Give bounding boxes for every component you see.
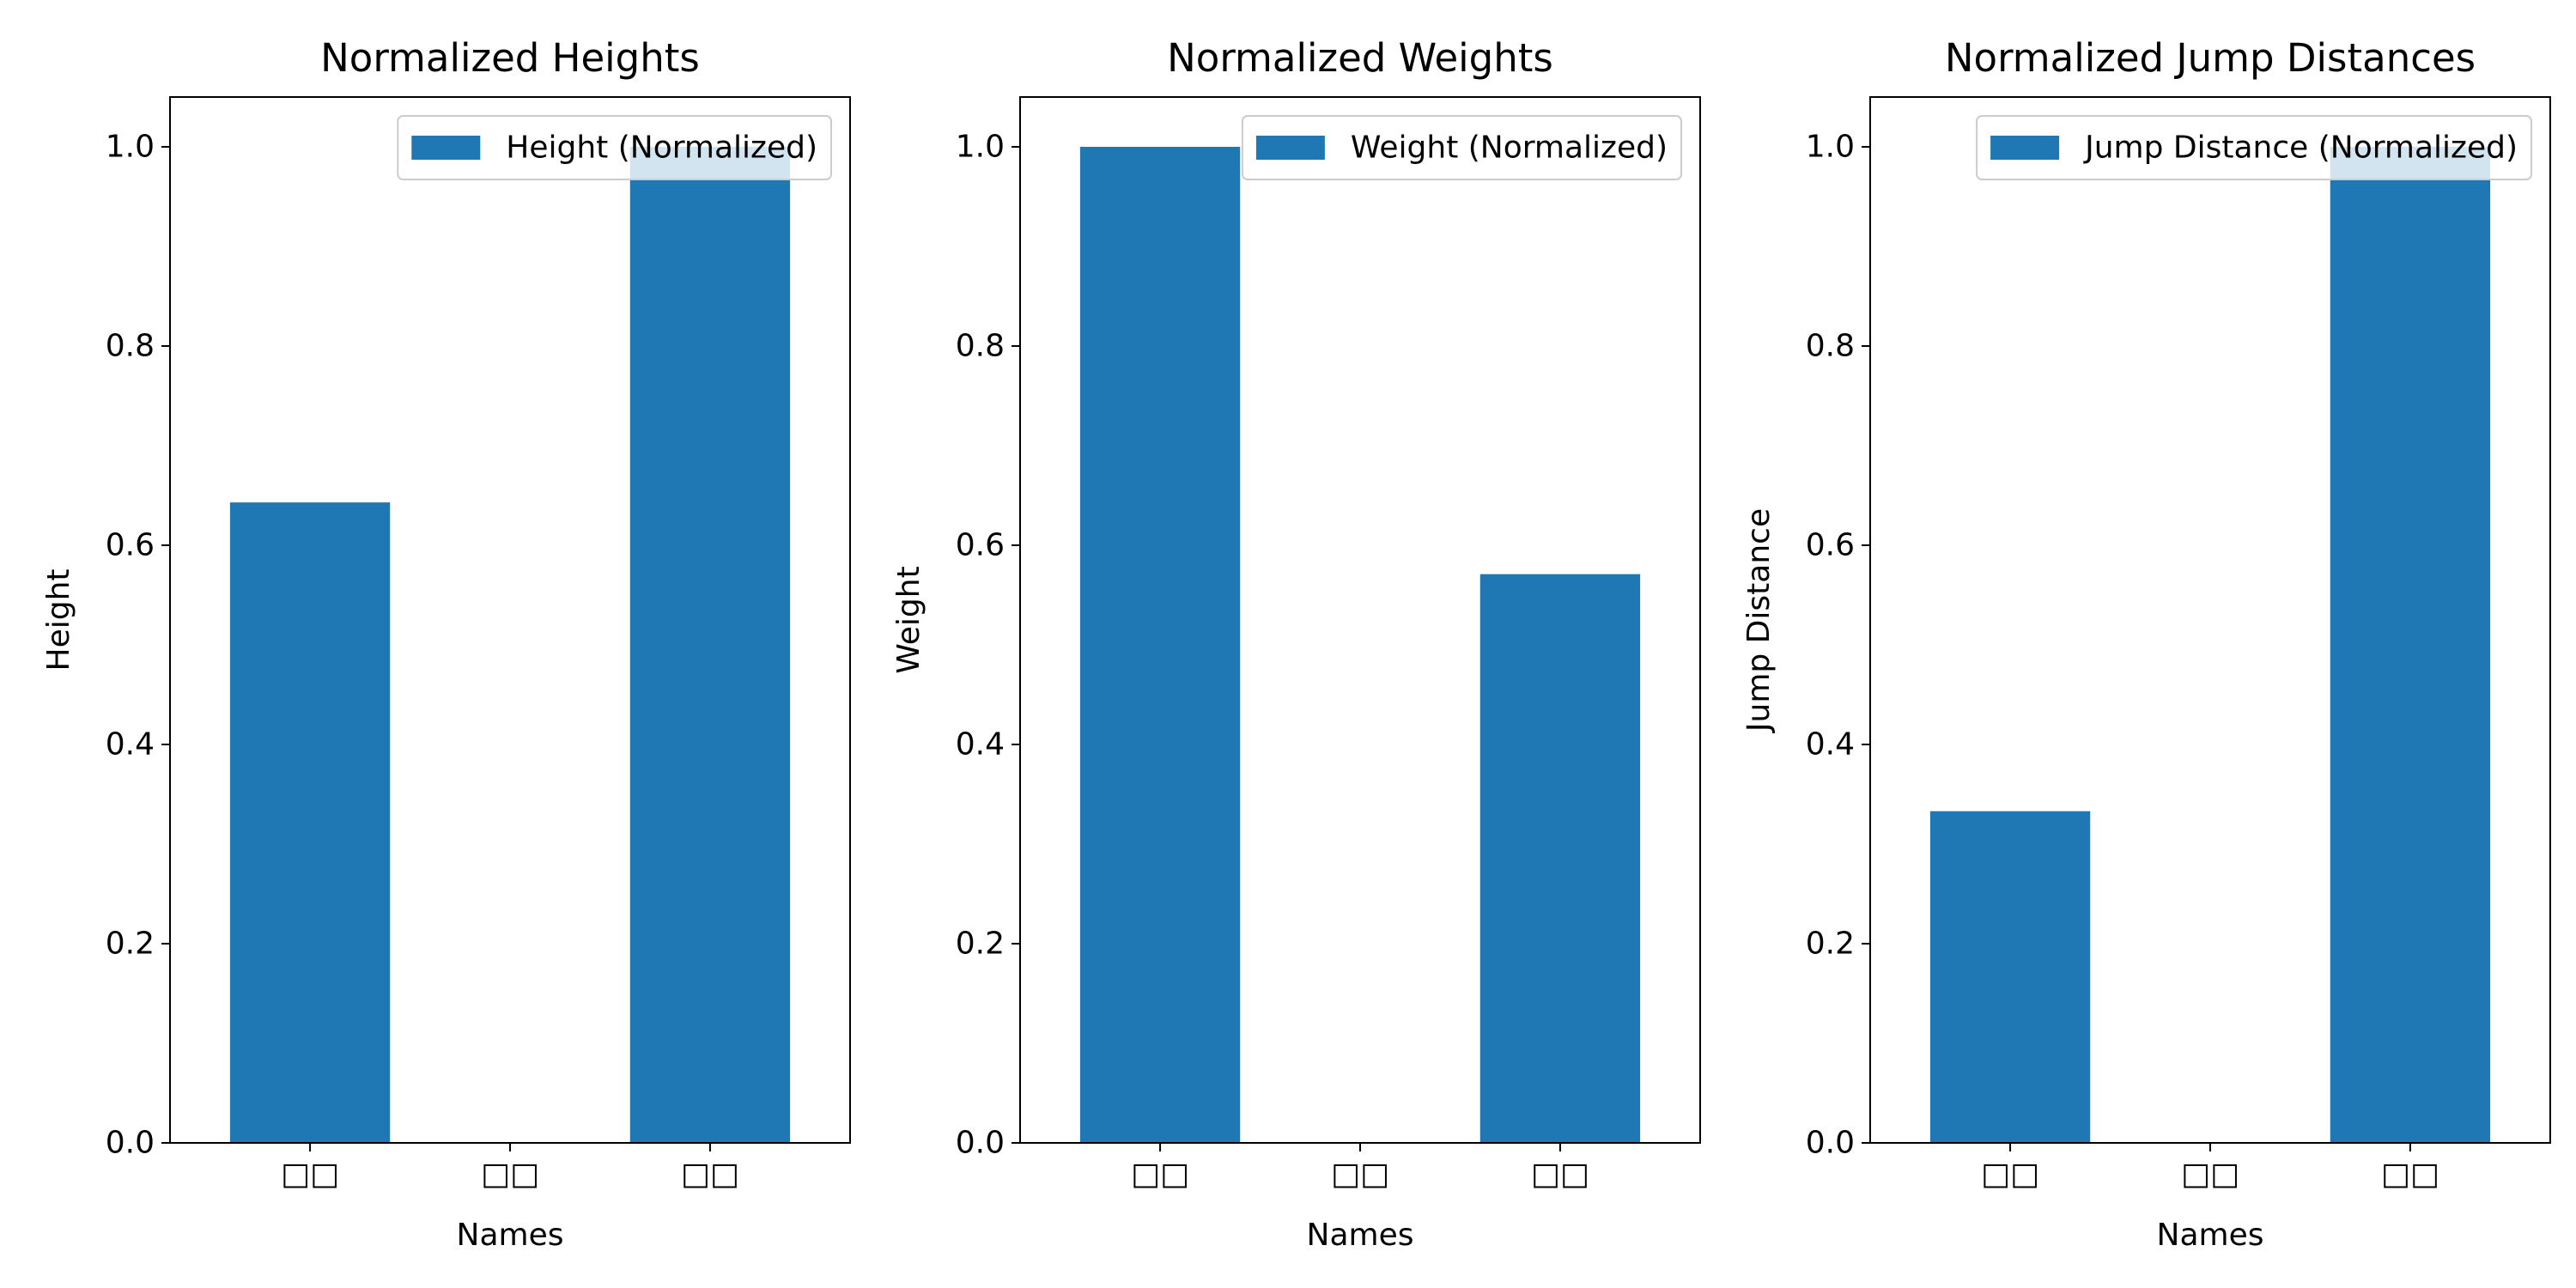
- y-tick-label: 0.0: [106, 1126, 155, 1161]
- x-tick-label: □□: [681, 1157, 739, 1192]
- legend-box: [397, 115, 832, 180]
- legend-swatch: [411, 136, 481, 160]
- x-tick-label: □□: [2181, 1157, 2239, 1192]
- y-tick-label: 0.6: [1806, 528, 1855, 563]
- y-tick-label: 0.4: [1806, 727, 1855, 762]
- legend-label: Height (Normalized): [506, 131, 817, 166]
- chart-title: Normalized Weights: [1167, 35, 1553, 81]
- y-tick-label: 0.0: [956, 1126, 1005, 1161]
- y-tick-label: 0.4: [106, 727, 155, 762]
- x-tick-label: □□: [1131, 1157, 1189, 1192]
- x-tick-label: □□: [481, 1157, 539, 1192]
- y-tick-label: 1.0: [1806, 130, 1855, 165]
- legend-swatch: [1255, 136, 1325, 160]
- chart-title: Normalized Heights: [320, 35, 700, 81]
- y-tick-label: 1.0: [106, 130, 155, 165]
- legend-label: Jump Distance (Normalized): [2083, 131, 2518, 166]
- legend-box: [1241, 115, 1682, 180]
- chart-title: Normalized Jump Distances: [1945, 35, 2476, 81]
- x-tick-label: □□: [1531, 1157, 1589, 1192]
- x-tick-label: □□: [281, 1157, 339, 1192]
- chart-panel-2: 0.0 0.2 0.4 0.6 0.8 1.0 □□ □□ □□ Names Weight Norma…: [891, 35, 1701, 1253]
- x-axis-label: Names: [457, 1218, 564, 1253]
- x-tick-label: □□: [2381, 1157, 2439, 1192]
- x-axis-label: Names: [2157, 1218, 2264, 1253]
- x-axis-label: Names: [1307, 1218, 1414, 1253]
- y-tick-label: 0.2: [1806, 927, 1855, 962]
- legend-box: [1976, 115, 2532, 180]
- bar: [629, 147, 791, 1143]
- bar: [1079, 147, 1241, 1143]
- chart-panel-1: 0.0 0.2 0.4 0.6 0.8 1.0 □□ □□ □□ Names Height Norma…: [41, 35, 851, 1253]
- y-tick-label: 1.0: [956, 130, 1005, 165]
- y-tick-label: 0.6: [106, 528, 155, 563]
- y-tick-label: 0.4: [956, 727, 1005, 762]
- bar: [1479, 574, 1641, 1143]
- bar: [1929, 811, 2091, 1143]
- chart-panel-3: 0.0 0.2 0.4 0.6 0.8 1.0 □□ □□ □□ Names Jump Distan…: [1741, 35, 2551, 1253]
- y-tick-label: 0.0: [1806, 1126, 1855, 1161]
- bar: [2330, 147, 2491, 1143]
- x-tick-label: □□: [1981, 1157, 2039, 1192]
- y-tick-label: 0.2: [956, 927, 1005, 962]
- legend-swatch: [1990, 136, 2060, 160]
- y-axis-label: Jump Distance: [1741, 508, 1777, 733]
- y-tick-label: 0.6: [956, 528, 1005, 563]
- y-tick-label: 0.8: [1806, 329, 1855, 364]
- y-tick-label: 0.8: [106, 329, 155, 364]
- y-axis-label: Weight: [891, 566, 927, 673]
- y-tick-label: 0.8: [956, 329, 1005, 364]
- legend-label: Weight (Normalized): [1351, 131, 1668, 166]
- x-tick-label: □□: [1331, 1157, 1389, 1192]
- y-axis-label: Height: [41, 568, 76, 671]
- y-tick-label: 0.2: [106, 927, 155, 962]
- bar: [229, 502, 391, 1143]
